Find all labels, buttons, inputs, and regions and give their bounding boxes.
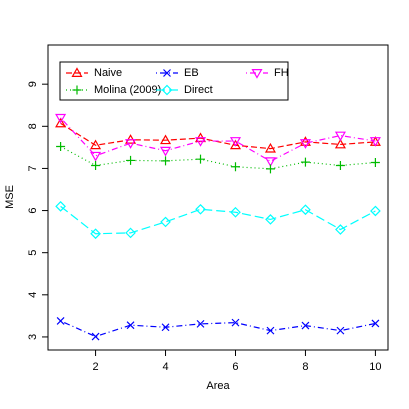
x-axis-label: Area xyxy=(206,380,230,392)
legend-label: Naive xyxy=(94,67,122,79)
marker xyxy=(265,164,275,174)
marker xyxy=(231,318,240,327)
marker xyxy=(159,134,172,145)
marker xyxy=(264,157,277,167)
marker xyxy=(160,216,171,228)
marker xyxy=(370,205,381,217)
marker xyxy=(196,154,206,164)
marker xyxy=(264,142,277,153)
marker xyxy=(161,156,171,166)
y-tick-label: 7 xyxy=(27,165,39,171)
marker xyxy=(194,137,207,147)
marker xyxy=(229,139,242,150)
marker xyxy=(91,332,100,341)
marker xyxy=(299,139,311,149)
marker xyxy=(55,117,67,128)
legend-label: FH xyxy=(274,67,289,79)
y-tick-label: 3 xyxy=(27,334,39,340)
marker xyxy=(90,151,102,162)
marker xyxy=(195,203,206,215)
marker xyxy=(371,319,380,328)
marker xyxy=(370,158,380,168)
marker xyxy=(335,224,346,235)
x-tick-label: 8 xyxy=(302,361,308,373)
x-tick-label: 10 xyxy=(369,361,381,373)
marker xyxy=(265,214,276,225)
marker xyxy=(90,139,102,150)
marker xyxy=(56,142,66,152)
marker xyxy=(266,326,275,335)
marker xyxy=(56,317,65,325)
marker xyxy=(91,160,101,170)
marker xyxy=(196,319,205,328)
y-tick-label: 8 xyxy=(27,123,39,129)
marker xyxy=(300,204,311,216)
series-line xyxy=(60,320,376,338)
marker xyxy=(55,113,67,124)
marker xyxy=(299,136,311,146)
y-tick-label: 9 xyxy=(27,81,39,87)
marker xyxy=(369,136,381,146)
marker xyxy=(334,138,346,149)
x-tick-label: 4 xyxy=(162,361,168,373)
legend-label: Direct xyxy=(184,84,213,96)
marker xyxy=(161,323,170,332)
marker xyxy=(369,137,381,147)
x-tick-label: 6 xyxy=(232,361,238,373)
series-line xyxy=(60,205,376,235)
legend-label: EB xyxy=(184,67,199,79)
y-tick-label: 4 xyxy=(27,292,39,298)
marker xyxy=(55,200,66,212)
marker xyxy=(230,206,241,218)
y-tick-label: 5 xyxy=(27,250,39,256)
legend-marker xyxy=(72,85,82,95)
legend-box xyxy=(59,61,289,101)
legend-marker xyxy=(163,69,171,77)
marker xyxy=(125,139,137,149)
legend-label: Molina (2009) xyxy=(94,84,161,96)
marker xyxy=(335,160,345,170)
marker xyxy=(159,146,172,157)
x-tick-label: 2 xyxy=(93,361,99,373)
marker xyxy=(125,227,136,239)
series-line xyxy=(60,117,376,162)
marker xyxy=(300,157,310,167)
y-tick-label: 6 xyxy=(27,207,39,213)
marker xyxy=(336,326,345,335)
series-line xyxy=(60,145,376,170)
marker xyxy=(301,321,310,330)
marker xyxy=(90,228,101,240)
marker xyxy=(126,155,136,165)
legend-marker xyxy=(71,67,83,77)
legend-marker xyxy=(161,84,173,96)
marker xyxy=(126,321,135,330)
legend-marker xyxy=(251,69,263,79)
y-axis-label: MSE xyxy=(4,185,16,209)
marker xyxy=(229,137,242,147)
marker xyxy=(230,162,240,172)
marker xyxy=(334,131,346,142)
series-line xyxy=(60,122,376,150)
